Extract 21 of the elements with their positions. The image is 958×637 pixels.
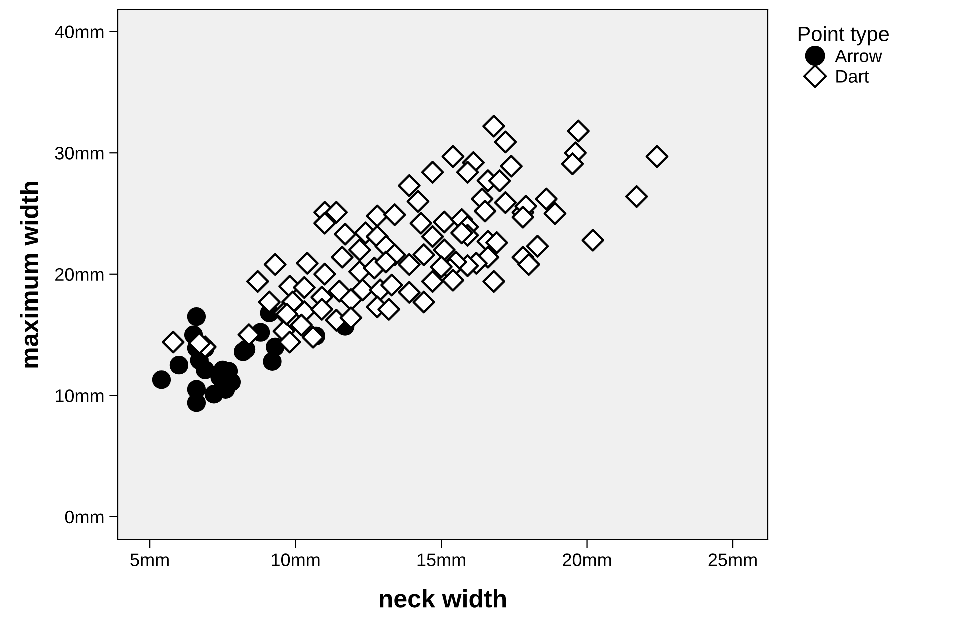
y-tick-label: 10mm bbox=[56, 390, 104, 402]
x-axis-title: neck width bbox=[380, 589, 506, 608]
y-axis-title: maximum width bbox=[20, 182, 39, 368]
x-tick-label: 5mm bbox=[130, 554, 169, 566]
legend-label: Arrow bbox=[835, 50, 882, 63]
y-tick-label: 0mm bbox=[65, 510, 104, 524]
point bbox=[266, 338, 285, 356]
x-tick-label: 15mm bbox=[418, 554, 466, 566]
point bbox=[187, 308, 206, 326]
x-tick-label: 20mm bbox=[563, 554, 612, 566]
x-tick-label: 10mm bbox=[272, 554, 320, 566]
y-tick-label: 40mm bbox=[55, 26, 104, 39]
y-tick-label: 30mm bbox=[55, 147, 104, 160]
legend-title: Point type bbox=[798, 26, 889, 46]
y-tick-label: 20mm bbox=[56, 268, 104, 282]
point bbox=[196, 360, 215, 380]
x-tick-label: 25mm bbox=[708, 554, 757, 566]
point bbox=[263, 352, 282, 372]
point bbox=[170, 356, 189, 375]
point bbox=[152, 370, 172, 390]
legend-label: Dart bbox=[836, 70, 870, 83]
